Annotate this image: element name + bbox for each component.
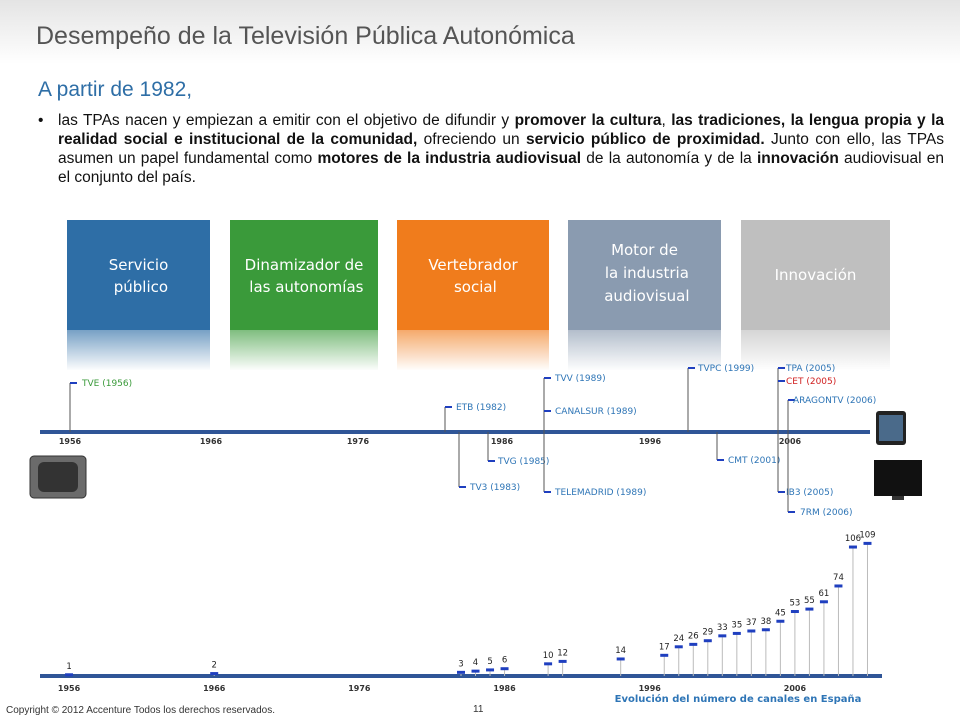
copyright: Copyright © 2012 Accenture Todos los der… — [6, 705, 276, 716]
value-label: 109 — [859, 530, 875, 540]
role-box — [67, 220, 210, 330]
x-tick-label: 1956 — [58, 684, 81, 693]
value-label: 1 — [66, 662, 71, 672]
x-tick-label: 1966 — [203, 684, 226, 693]
value-label: 4 — [473, 658, 478, 668]
subtitle: A partir de 1982, — [38, 78, 193, 101]
text: promover la cultura — [514, 112, 662, 129]
tv-flat — [874, 460, 922, 500]
role-label: Vertebrador social — [428, 256, 518, 296]
role-label: Servicio público — [109, 256, 169, 296]
event-label: TVPC (1999) — [697, 364, 754, 374]
value-label: 61 — [819, 589, 830, 599]
value-label: 29 — [702, 628, 713, 638]
value-label: 74 — [833, 573, 844, 583]
value-label: 55 — [804, 596, 815, 606]
chart-caption: Evolución del número de canales en Españ… — [615, 693, 862, 705]
text: las TPAs nacen y empiezan a emitir con e… — [58, 112, 515, 129]
value-label: 2 — [211, 661, 216, 671]
page-number: 11 — [473, 704, 484, 715]
role-box — [741, 220, 890, 330]
role-label: Motor de la industria audiovisual — [599, 241, 689, 305]
role-box — [568, 220, 721, 330]
text: innovación — [757, 150, 839, 167]
text: de la autonomía y de la — [581, 150, 757, 167]
value-label: 26 — [688, 631, 699, 641]
value-label: 35 — [731, 620, 742, 630]
text: ofreciendo un — [417, 131, 526, 148]
event-label: CET (2005) — [786, 377, 836, 387]
role-label: Dinamizador de las autonomías — [245, 256, 364, 296]
role-box — [397, 220, 549, 330]
value-label: 5 — [487, 657, 492, 667]
timeline-tick-label: 1966 — [200, 437, 223, 446]
text: Junto con ello, las TPAs asumen un papel… — [58, 131, 945, 167]
value-label: 106 — [845, 534, 861, 544]
text: servicio público de proximidad. — [526, 131, 765, 148]
value-label: 10 — [543, 651, 554, 661]
value-label: 24 — [673, 634, 684, 644]
slide-title: Desempeño de la Televisión Pública Auton… — [36, 22, 575, 50]
role-box — [230, 220, 378, 330]
value-label: 3 — [458, 659, 463, 669]
event-label: ETB (1982) — [456, 403, 506, 413]
event-label: IB3 (2005) — [786, 488, 833, 498]
timeline-tick-label: 1996 — [639, 437, 662, 446]
role-label: Innovación — [775, 266, 857, 284]
text: motores de la industria audiovisual — [317, 150, 582, 167]
title-banner — [0, 0, 960, 64]
value-label: 17 — [659, 642, 670, 652]
timeline-tick-label: 1986 — [491, 437, 514, 446]
tv-tablet — [876, 411, 906, 445]
timeline-tick-label: 2006 — [779, 437, 802, 446]
event-label: TVG (1985) — [497, 457, 549, 467]
event-label: TPA (2005) — [785, 364, 835, 374]
event-label: TELEMADRID (1989) — [554, 488, 646, 498]
x-tick-label: 2006 — [784, 684, 807, 693]
value-label: 14 — [615, 646, 626, 656]
timeline-tick-label: 1976 — [347, 437, 370, 446]
event-label: TV3 (1983) — [469, 483, 520, 493]
text: las tradiciones, la lengua propia y la r… — [58, 112, 944, 148]
value-label: 33 — [717, 623, 728, 633]
tv-old — [29, 455, 87, 499]
value-label: 38 — [760, 617, 771, 627]
value-label: 45 — [775, 608, 786, 618]
reflection-fade — [741, 330, 890, 371]
x-tick-label: 1976 — [348, 684, 371, 693]
text: , — [661, 112, 672, 129]
x-tick-label: 1996 — [639, 684, 662, 693]
value-label: 37 — [746, 618, 757, 628]
reflection-fade — [67, 330, 210, 371]
event-label: TVE (1956) — [81, 379, 132, 389]
x-tick-label: 1986 — [493, 684, 516, 693]
timeline-tick-label: 1956 — [59, 437, 82, 446]
text: audiovisual en el conjunto del país. — [58, 150, 944, 186]
event-label: TVV (1989) — [554, 374, 606, 384]
intro-paragraph: • las TPAs nacen y empiezan a emitir con… — [38, 112, 945, 186]
value-label: 12 — [557, 648, 568, 658]
value-label: 6 — [502, 656, 507, 666]
reflection-fade — [568, 330, 721, 371]
event-label: 7RM (2006) — [800, 508, 853, 518]
event-label: ARAGONTV (2006) — [793, 396, 876, 406]
reflection-fade — [230, 330, 378, 371]
event-label: CANALSUR (1989) — [555, 407, 637, 417]
reflection-fade — [397, 330, 549, 371]
value-label: 53 — [789, 599, 800, 609]
event-label: CMT (2001) — [728, 456, 780, 466]
